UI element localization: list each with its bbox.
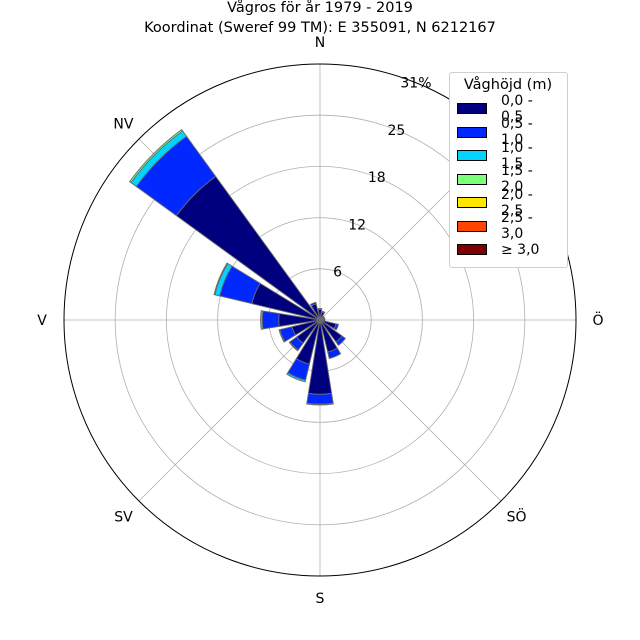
direction-label: V: [37, 313, 47, 329]
legend-entry: 2,0 - 2,5: [457, 187, 559, 219]
grid-ring: [217, 217, 423, 423]
legend-swatch: [457, 220, 487, 232]
grid-spoke: [138, 319, 321, 502]
wedge-225-bin-2: [288, 341, 299, 352]
legend-swatch: [457, 150, 487, 162]
wedge-337.5-bin-1: [309, 301, 317, 307]
wedge-135-bin-1: [335, 335, 347, 347]
legend-label: 2,5 - 3,0: [501, 210, 533, 243]
chart-title: Vågros för år 1979 - 2019: [227, 0, 413, 16]
wedge-112.5-bin-1: [333, 323, 340, 331]
legend-swatch: [457, 197, 487, 209]
legend-label: 2,0 - 2,5: [501, 186, 533, 219]
wedge-0-bin-1: [317, 307, 323, 310]
legend-swatch: [457, 103, 487, 115]
legend-label: ≥ 3,0: [501, 241, 540, 258]
legend-entries: 0,0 - 0,5 0,5 - 1,0 1,0 - 1,5 1,5 - 2,0 2,0 …: [457, 93, 559, 262]
wedge-270-bin-1: [261, 310, 280, 330]
legend-entry: 0,0 - 0,5: [457, 93, 559, 125]
legend-entry: 2,5 - 3,0: [457, 210, 559, 242]
radial-tick-label: 12: [348, 217, 366, 233]
radial-tick-label: 6: [333, 265, 342, 281]
legend-label: 0,0 - 0,5: [501, 92, 533, 125]
wedge-315-bin-3: [128, 128, 184, 184]
wedge-202.5-bin-2: [286, 372, 307, 383]
grid-spoke: [319, 319, 502, 502]
wedge-22.5-bin-1: [321, 310, 326, 314]
radial-tick-label: 25: [387, 123, 405, 139]
legend: Våghöjd (m) 0,0 - 0,5 0,5 - 1,0 1,0 - 1,5 1…: [449, 72, 568, 268]
grid-ring: [114, 114, 526, 526]
direction-label: N: [315, 35, 325, 51]
wedge-247.5-bin-2: [278, 329, 286, 343]
legend-swatch: [457, 244, 487, 256]
bars: [128, 128, 347, 406]
legend-label: 1,0 - 1,5: [501, 139, 533, 172]
wedge-90-bin-1: [323, 318, 326, 322]
legend-title: Våghöjd (m): [463, 77, 553, 93]
direction-label: Ö: [592, 311, 603, 329]
chart-subtitle: Koordinat (Sweref 99 TM): E 355091, N 62…: [144, 20, 496, 36]
radial-tick-label: 31%: [400, 75, 431, 91]
direction-label: S: [316, 591, 325, 607]
legend-swatch: [457, 173, 487, 185]
wedge-180-bin-1: [306, 392, 334, 405]
legend-entry: ≥ 3,0: [457, 238, 559, 262]
legend-label: 1,5 - 2,0: [501, 163, 533, 196]
grid-ring: [165, 165, 475, 475]
wedge-270-bin-2: [260, 310, 264, 330]
wedge-292.5-bin-3: [213, 262, 229, 296]
radial-tick-label: 18: [368, 170, 386, 186]
legend-entry: 1,5 - 2,0: [457, 163, 559, 195]
wedge-157.5-bin-1: [327, 347, 342, 360]
legend-swatch: [457, 126, 487, 138]
direction-label: NV: [113, 116, 133, 132]
direction-label: SÖ: [507, 508, 527, 526]
outer-ring: [63, 63, 577, 577]
wedge-180-bin-2: [306, 402, 334, 406]
legend-entry: 1,0 - 1,5: [457, 140, 559, 172]
wedge-67.5-bin-1: [322, 316, 326, 320]
legend-entry: 0,5 - 1,0: [457, 116, 559, 148]
direction-label: SV: [114, 510, 133, 526]
legend-label: 0,5 - 1,0: [501, 116, 533, 149]
